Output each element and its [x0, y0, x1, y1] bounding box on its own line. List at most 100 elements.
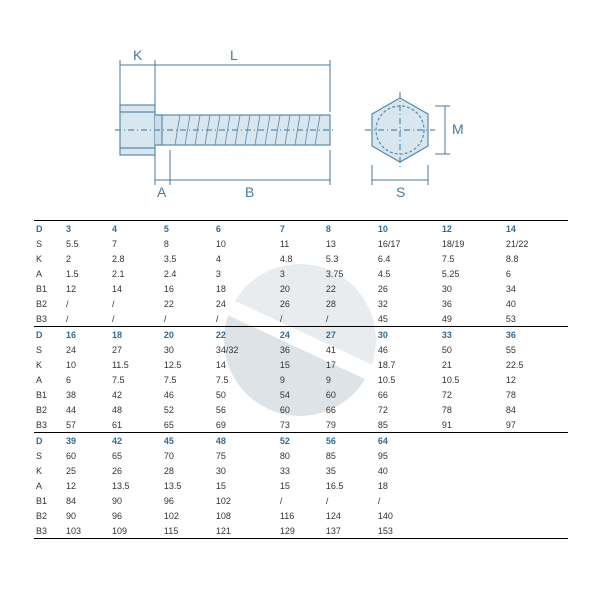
- table-cell: 16/17: [376, 236, 440, 251]
- table-cell: 8: [324, 221, 376, 237]
- bolt-diagram: K L: [100, 50, 500, 200]
- table-cell: 24: [278, 327, 324, 343]
- table-cell: 26: [278, 296, 324, 311]
- table-cell: 12: [64, 281, 110, 296]
- table-cell: 15: [278, 478, 324, 493]
- table-cell: [504, 448, 568, 463]
- table-cell: 102: [214, 493, 278, 508]
- table-row: B2//22242628323640: [34, 296, 568, 311]
- table-cell: 9: [278, 372, 324, 387]
- table-cell: 28: [162, 463, 214, 478]
- table-cell: 6.4: [376, 251, 440, 266]
- table-cell: 56: [324, 433, 376, 449]
- table-cell: 38: [64, 387, 110, 402]
- table-cell: 22: [162, 296, 214, 311]
- table-cell: 15: [278, 357, 324, 372]
- table-cell: 72: [440, 387, 504, 402]
- table-cell: 57: [64, 417, 110, 433]
- table-cell: 18: [214, 281, 278, 296]
- row-label: B1: [34, 281, 64, 296]
- table-cell: 73: [278, 417, 324, 433]
- table-cell: 80: [278, 448, 324, 463]
- table-cell: 24: [214, 296, 278, 311]
- table-cell: [440, 463, 504, 478]
- table-cell: 108: [214, 508, 278, 523]
- row-label: B3: [34, 311, 64, 327]
- table-cell: 11.5: [110, 357, 162, 372]
- table-cell: 84: [504, 402, 568, 417]
- table-cell: 2.8: [110, 251, 162, 266]
- table-cell: 84: [64, 493, 110, 508]
- table-cell: 20: [162, 327, 214, 343]
- table-cell: 24: [64, 342, 110, 357]
- table-cell: 96: [110, 508, 162, 523]
- table-cell: 78: [504, 387, 568, 402]
- table-cell: 36: [440, 296, 504, 311]
- label-S: S: [396, 184, 405, 200]
- table-cell: 97: [504, 417, 568, 433]
- row-label: B3: [34, 417, 64, 433]
- table-cell: /: [324, 311, 376, 327]
- table-cell: 39: [64, 433, 110, 449]
- table-cell: 72: [376, 402, 440, 417]
- row-label: B1: [34, 493, 64, 508]
- label-B: B: [245, 184, 254, 200]
- table-cell: 5.5: [64, 236, 110, 251]
- table-cell: 4.8: [278, 251, 324, 266]
- table-cell: 40: [504, 296, 568, 311]
- table-cell: 45: [162, 433, 214, 449]
- row-label: B1: [34, 387, 64, 402]
- row-label: S: [34, 342, 64, 357]
- table-cell: 78: [440, 402, 504, 417]
- table-cell: /: [278, 493, 324, 508]
- table-cell: 26: [110, 463, 162, 478]
- table-cell: 30: [376, 327, 440, 343]
- table-row: B3103109115121129137153: [34, 523, 568, 539]
- table-cell: 4: [214, 251, 278, 266]
- table-cell: [440, 508, 504, 523]
- table-cell: /: [376, 493, 440, 508]
- table-row: K1011.512.514151718.72122.5: [34, 357, 568, 372]
- table-cell: 13: [324, 236, 376, 251]
- table-cell: 10.5: [376, 372, 440, 387]
- table-cell: 75: [214, 448, 278, 463]
- table-cell: 14: [214, 357, 278, 372]
- table-cell: 36: [504, 327, 568, 343]
- table-cell: /: [162, 311, 214, 327]
- table-cell: 45: [376, 311, 440, 327]
- table-cell: 12: [504, 372, 568, 387]
- table-cell: 60: [64, 448, 110, 463]
- table-cell: 10: [214, 236, 278, 251]
- table-cell: 153: [376, 523, 440, 539]
- table-cell: 50: [214, 387, 278, 402]
- table-cell: 52: [162, 402, 214, 417]
- table-cell: 21: [440, 357, 504, 372]
- table-cell: 7: [110, 236, 162, 251]
- table-cell: 10: [64, 357, 110, 372]
- table-cell: 4: [110, 221, 162, 237]
- table-row: D161820222427303336: [34, 327, 568, 343]
- row-label: A: [34, 478, 64, 493]
- table-cell: 6: [64, 372, 110, 387]
- table-cell: 85: [324, 448, 376, 463]
- table-cell: 96: [162, 493, 214, 508]
- table-cell: 22.5: [504, 357, 568, 372]
- table-cell: 9: [324, 372, 376, 387]
- table-cell: 65: [162, 417, 214, 433]
- table-cell: /: [110, 311, 162, 327]
- table-cell: 137: [324, 523, 376, 539]
- table-row: B1121416182022263034: [34, 281, 568, 296]
- table-cell: 7.5: [162, 372, 214, 387]
- table-row: B3//////454953: [34, 311, 568, 327]
- table-cell: [504, 508, 568, 523]
- row-label: S: [34, 448, 64, 463]
- table-cell: 25: [64, 463, 110, 478]
- table-cell: 17: [324, 357, 376, 372]
- table-cell: 35: [324, 463, 376, 478]
- table-cell: 3: [278, 266, 324, 281]
- table-cell: 60: [278, 402, 324, 417]
- table-cell: 10.5: [440, 372, 504, 387]
- table-row: K22.83.544.85.36.47.58.8: [34, 251, 568, 266]
- table-row: A1.52.12.4333.754.55.256: [34, 266, 568, 281]
- row-label: B2: [34, 508, 64, 523]
